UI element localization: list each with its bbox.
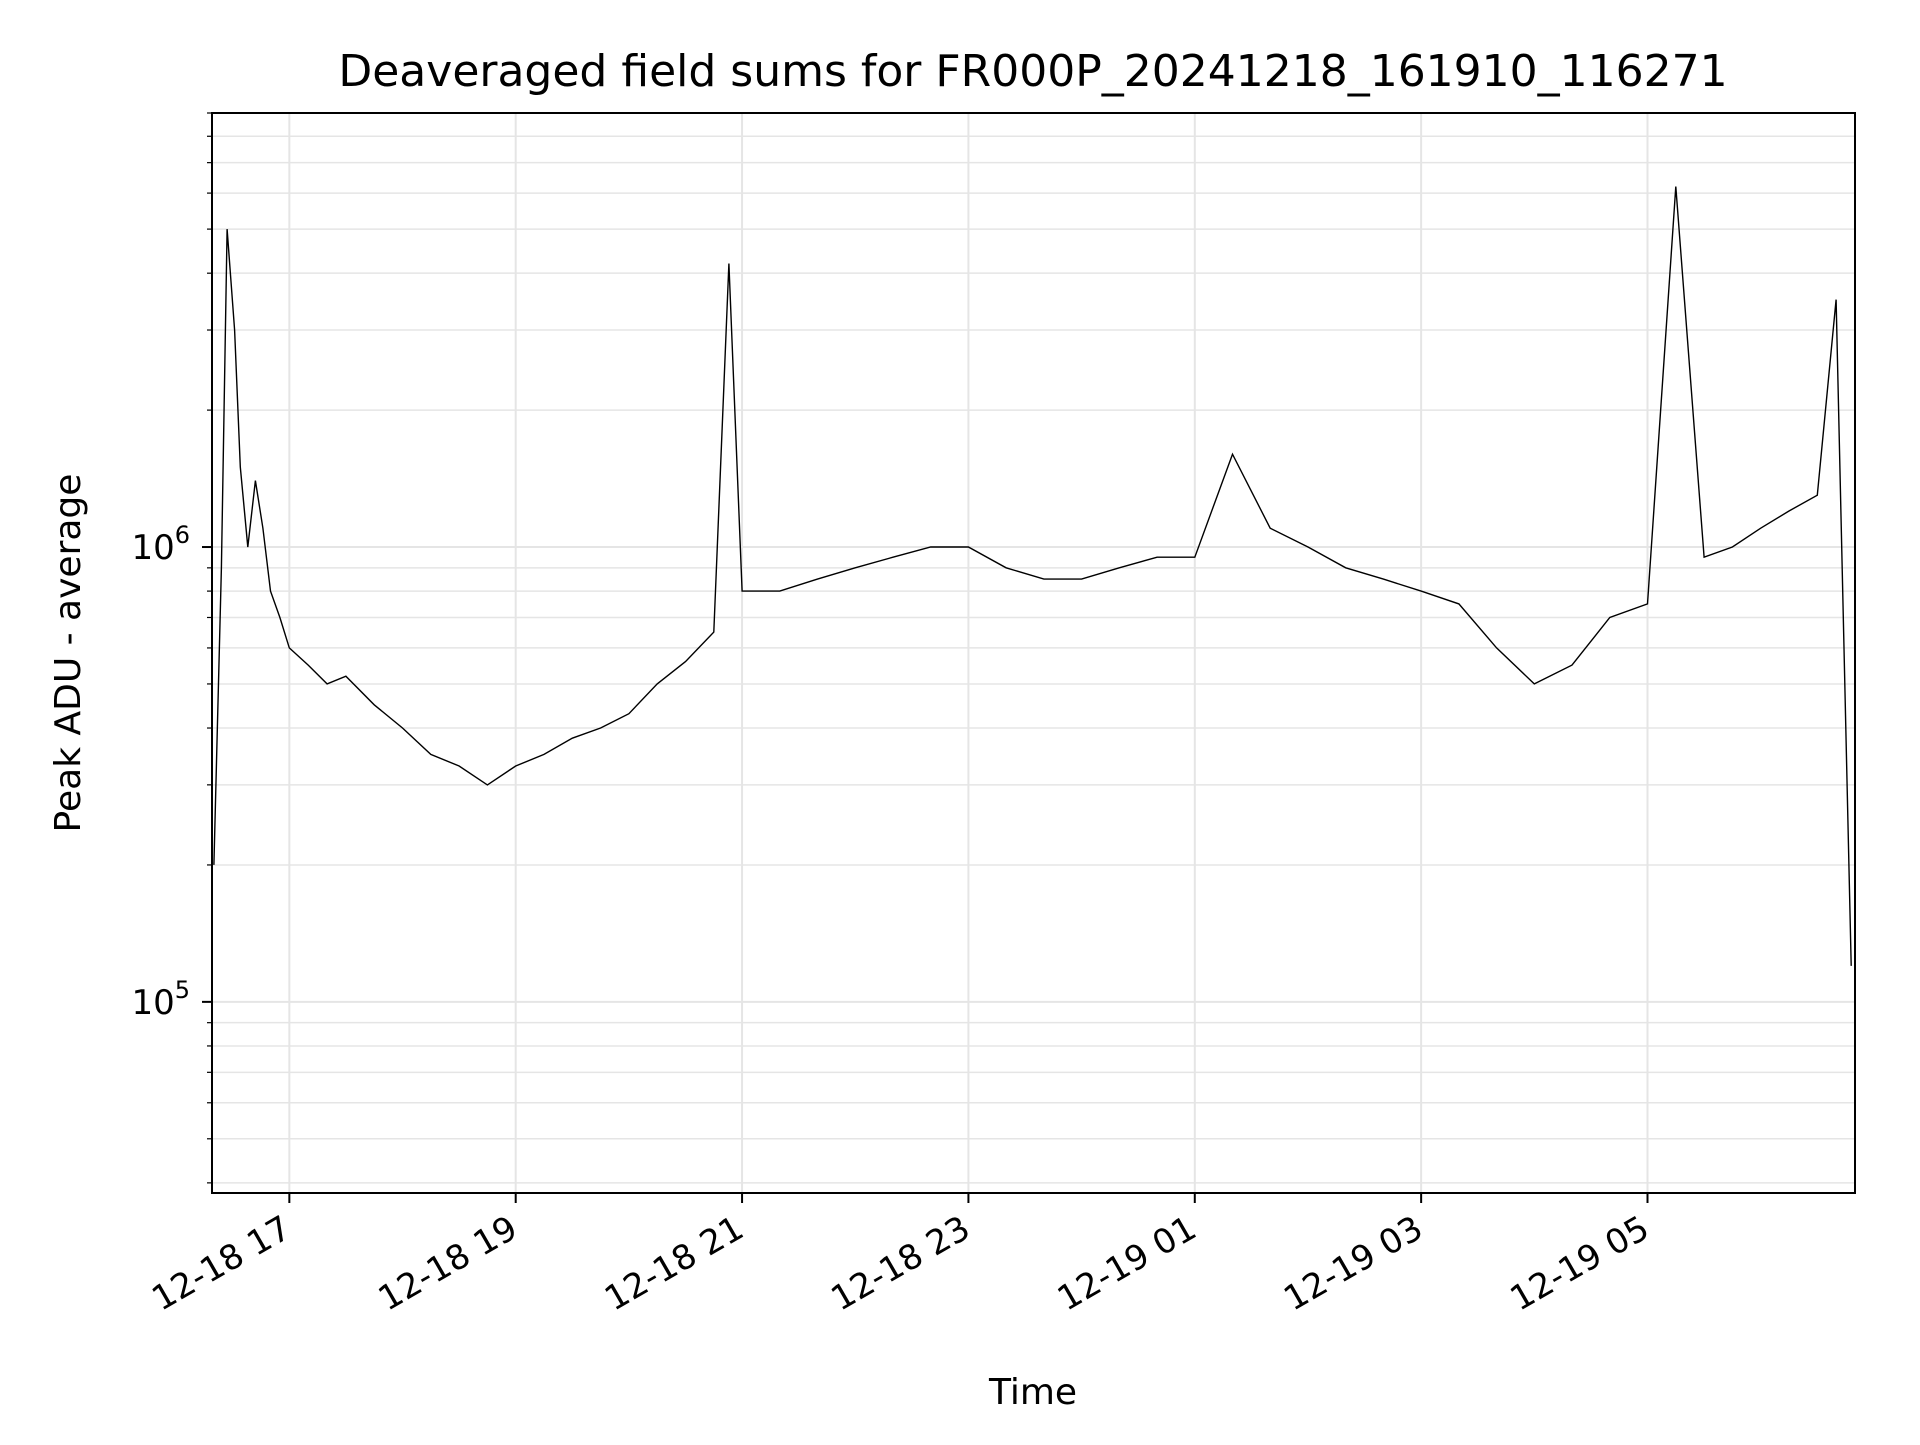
y-tick-base: 10 [131, 983, 174, 1023]
y-tick-label: 105 [131, 976, 190, 1023]
plot-area-frame [211, 112, 1856, 1194]
y-tick-base: 10 [131, 528, 174, 568]
y-axis-label: Peak ADU - average [48, 474, 89, 833]
y-tick-label: 106 [131, 521, 190, 568]
grid-lines [212, 112, 1855, 1193]
y-tick-exponent: 5 [175, 976, 190, 1004]
y-tick-exponent: 6 [175, 521, 190, 549]
x-tick-label: 12-18 21 [598, 1208, 750, 1319]
x-tick-label: 12-19 01 [1051, 1208, 1203, 1319]
series-line [213, 186, 1852, 966]
x-tick-label: 12-18 17 [145, 1208, 297, 1319]
x-tick-label: 12-19 05 [1504, 1208, 1656, 1319]
x-axis-label: Time [988, 1372, 1077, 1413]
x-tick-label: 12-19 03 [1277, 1208, 1429, 1319]
x-tick-label: 12-18 19 [372, 1208, 524, 1319]
chart-title: Deaveraged field sums for FR000P_2024121… [338, 46, 1727, 97]
x-tick-label: 12-18 23 [825, 1208, 977, 1319]
